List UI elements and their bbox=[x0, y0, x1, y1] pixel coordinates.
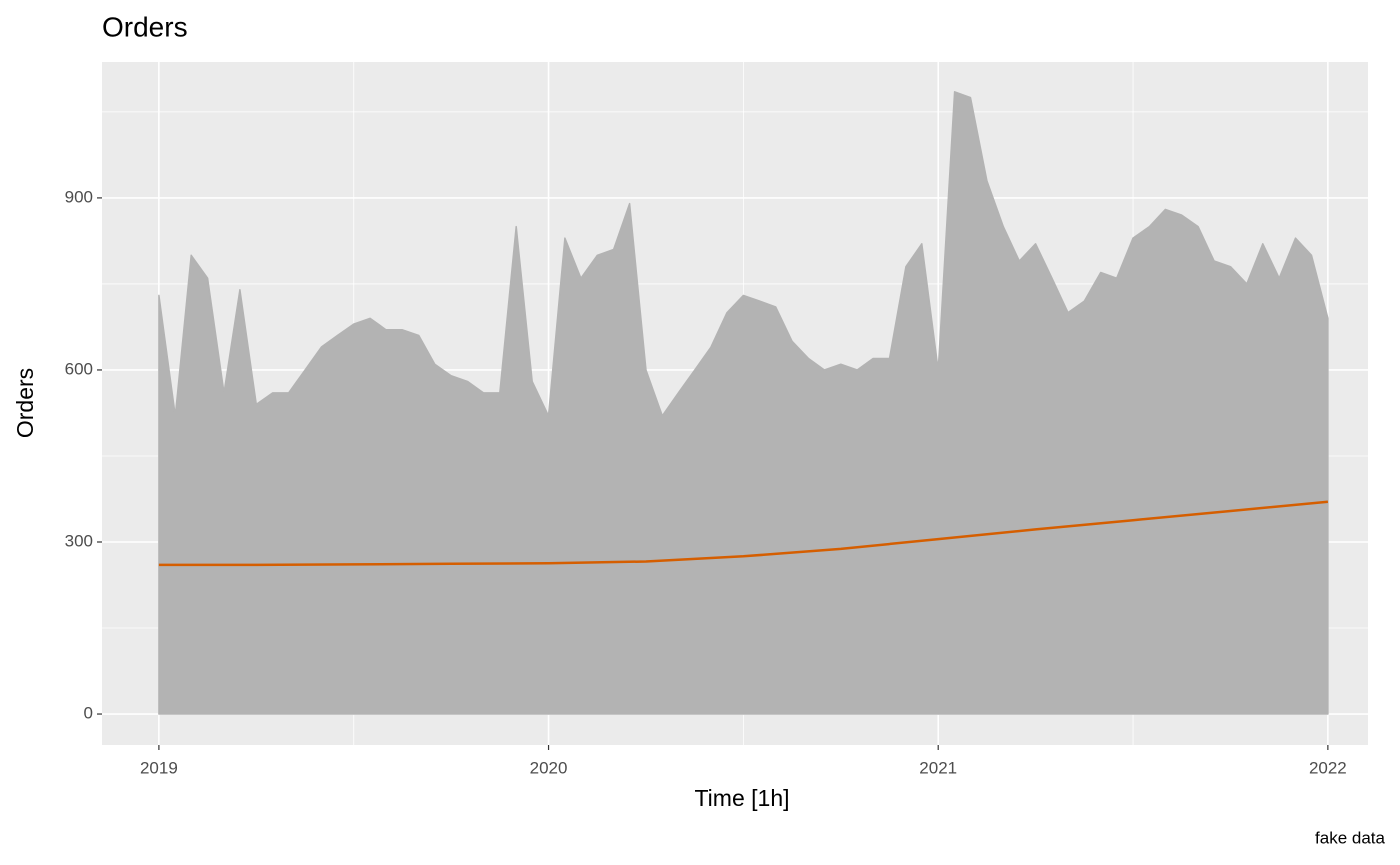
y-tick-label: 0 bbox=[84, 704, 93, 723]
y-tick-label: 900 bbox=[65, 187, 93, 206]
y-tick-label: 600 bbox=[65, 359, 93, 378]
y-tick-label: 300 bbox=[65, 531, 93, 550]
series-area bbox=[158, 91, 1329, 715]
y-axis-label: Orders bbox=[12, 368, 38, 438]
caption: fake data bbox=[1315, 828, 1385, 847]
x-axis-label: Time [1h] bbox=[694, 785, 789, 811]
series-line bbox=[158, 500, 1329, 567]
x-tick-label: 2019 bbox=[140, 758, 178, 777]
x-tick-label: 2020 bbox=[530, 758, 568, 777]
x-tick-label: 2022 bbox=[1309, 758, 1347, 777]
x-tick-label: 2021 bbox=[919, 758, 957, 777]
chart-title: Orders bbox=[102, 11, 188, 42]
